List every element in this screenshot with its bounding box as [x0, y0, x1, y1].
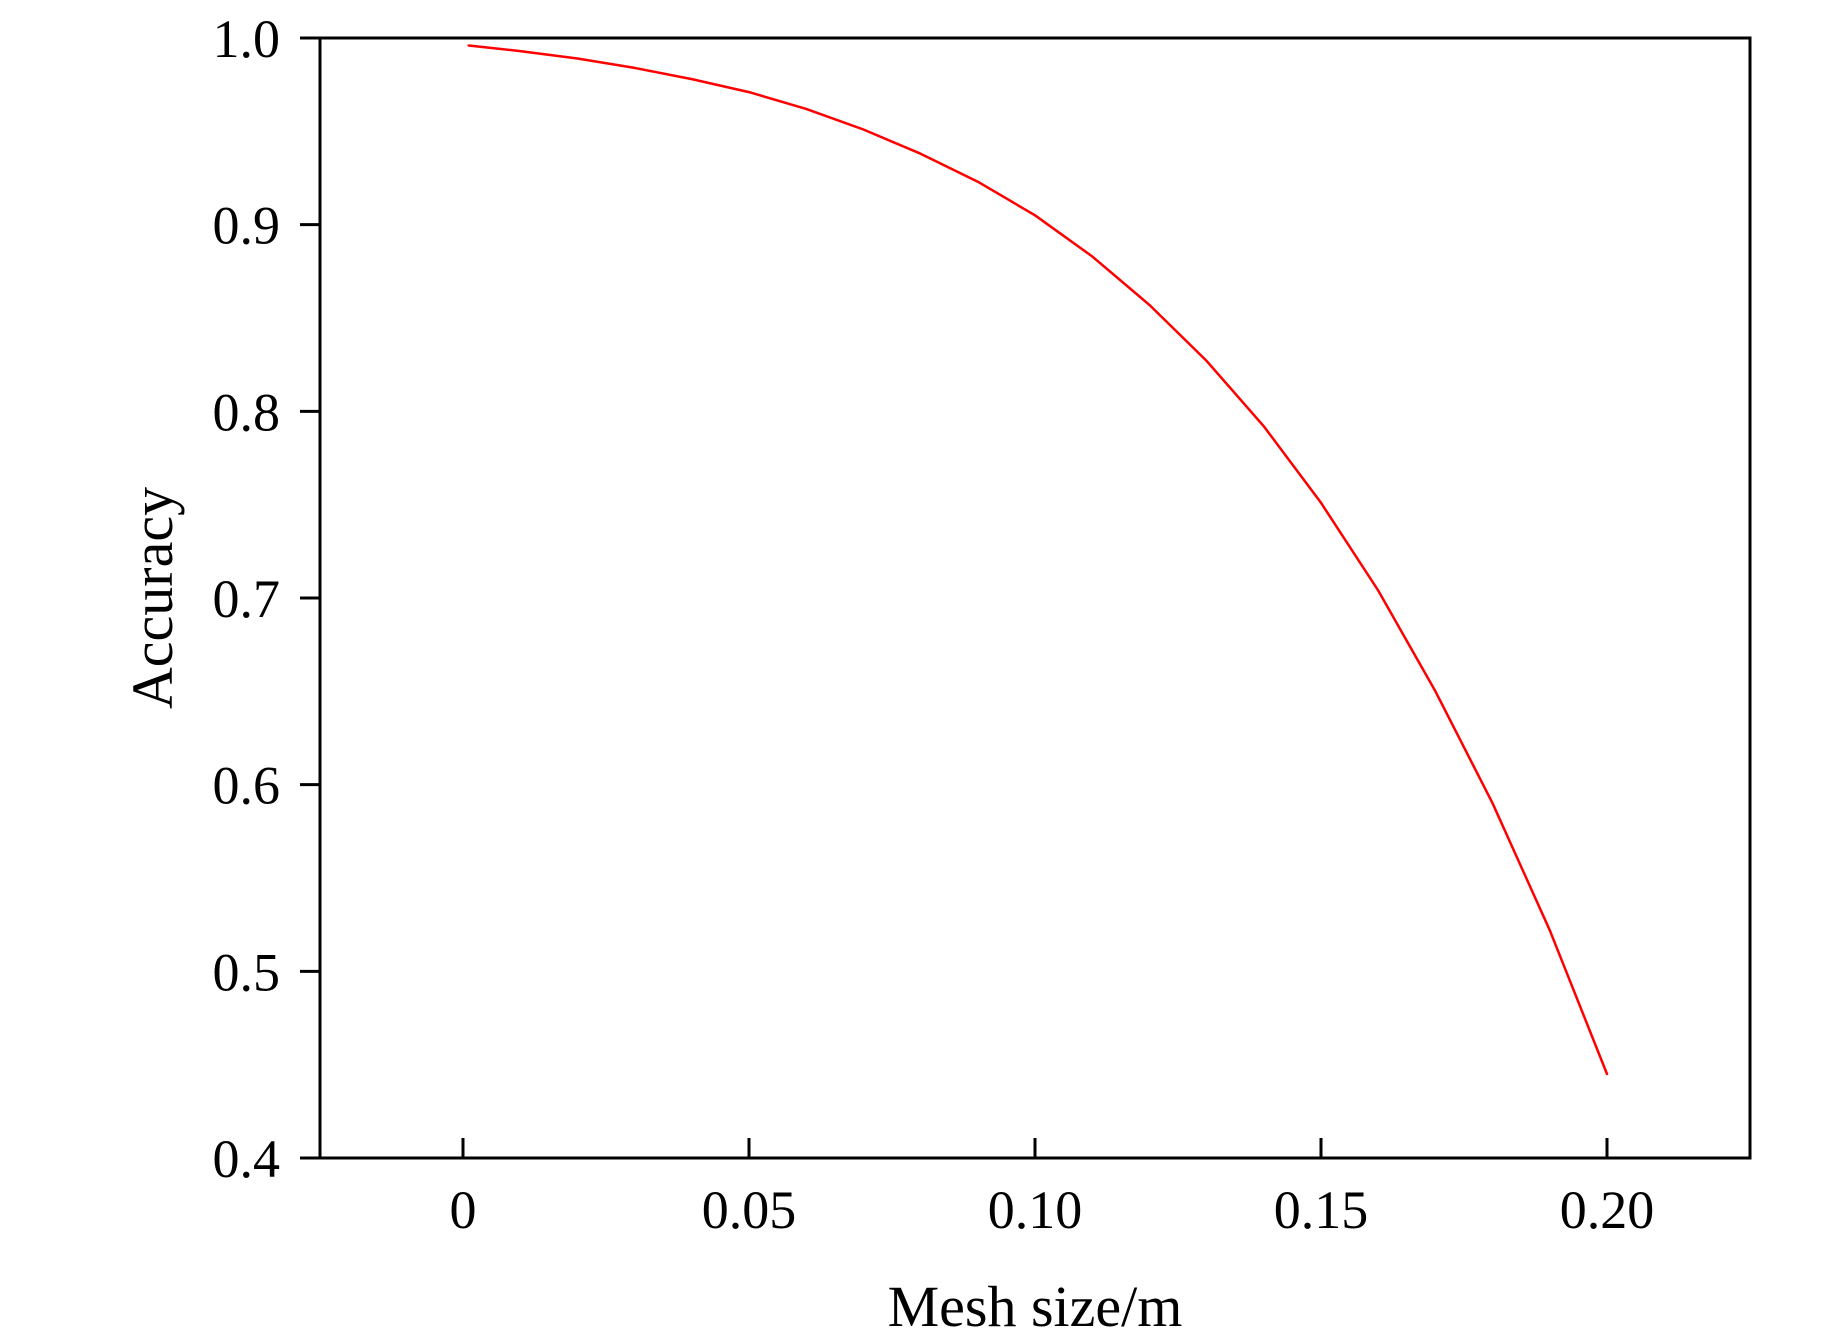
y-tick-label: 0.9: [213, 196, 281, 256]
series-line: [467, 44, 1609, 1076]
y-tick-label: 1.0: [213, 9, 281, 69]
y-tick-label: 0.4: [213, 1129, 281, 1189]
x-tick-label: 0.10: [988, 1180, 1083, 1240]
plot-frame: [318, 36, 1752, 1160]
y-tick-label: 0.5: [213, 942, 281, 1002]
y-tick-label: 0.7: [213, 569, 281, 629]
x-tick-label: 0.15: [1274, 1180, 1369, 1240]
x-axis-title: Mesh size/m: [888, 1274, 1183, 1335]
x-tick-label: 0: [450, 1180, 477, 1240]
x-axis: 0 0.05 0.10 0.15 0.20: [450, 1138, 1655, 1240]
y-axis-title: Accuracy: [120, 487, 185, 709]
x-tick-label: 0.05: [702, 1180, 797, 1240]
y-axis: 0.4 0.5 0.6 0.7 0.8 0.9 1.0: [213, 9, 320, 1189]
y-tick-label: 0.8: [213, 382, 281, 442]
x-tick-label: 0.20: [1560, 1180, 1655, 1240]
series-layer: [467, 44, 1609, 1076]
y-tick-label: 0.6: [213, 756, 281, 816]
